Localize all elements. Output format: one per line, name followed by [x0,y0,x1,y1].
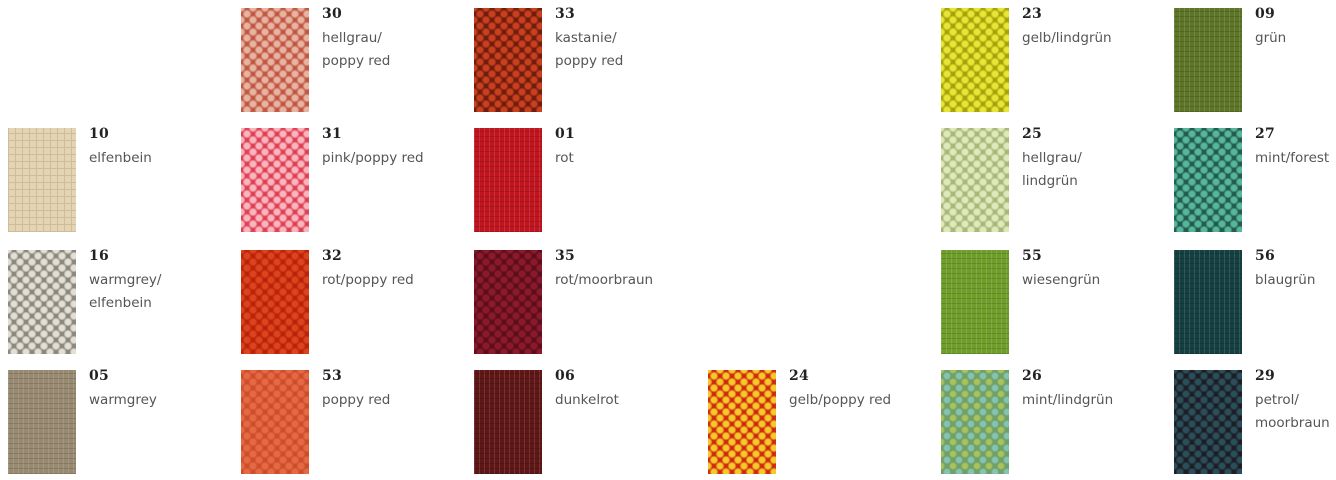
swatch-color-name: rot/moorbraun [555,272,654,288]
swatch-color-name: blaugrün [1255,272,1316,288]
swatch-code: 30 [322,6,343,22]
swatch-item-30[interactable]: 30 hellgrau/ poppy red [241,6,466,118]
swatch-code: 23 [1022,6,1043,22]
swatch-color-name: warmgrey [89,392,157,408]
swatch-item-10[interactable]: 10 elfenbein [8,126,233,238]
swatch-code: 32 [322,248,343,264]
swatch-code: 16 [89,248,110,264]
fabric-swatch-image[interactable] [941,8,1009,112]
swatch-color-name: poppy red [322,392,391,408]
swatch-color-name: pink/poppy red [322,150,424,166]
swatch-item-31[interactable]: 31 pink/poppy red [241,126,466,238]
swatch-code: 25 [1022,126,1043,142]
swatch-color-name: gelb/poppy red [789,392,892,408]
swatch-color-name: hellgrau/ lindgrün [1022,150,1082,189]
fabric-swatch-image[interactable] [474,370,542,474]
swatch-code: 27 [1255,126,1276,142]
swatch-item-26[interactable]: 26 mint/lindgrün [941,368,1166,480]
swatch-item-56[interactable]: 56 blaugrün [1174,248,1336,360]
swatch-color-name: mint/forest [1255,150,1330,166]
swatch-color-name: rot/poppy red [322,272,414,288]
swatch-color-name: wiesengrün [1022,272,1101,288]
swatch-code: 06 [555,368,576,384]
swatch-color-name: dunkelrot [555,392,619,408]
swatch-color-name: hellgrau/ poppy red [322,30,391,69]
fabric-swatch-image[interactable] [474,250,542,354]
fabric-swatch-image[interactable] [474,8,542,112]
swatch-code: 24 [789,368,810,384]
fabric-swatch-image[interactable] [474,128,542,232]
fabric-swatch-image[interactable] [8,128,76,232]
swatch-color-name: gelb/lindgrün [1022,30,1112,46]
swatch-color-name: kastanie/ poppy red [555,30,624,69]
swatch-item-06[interactable]: 06 dunkelrot [474,368,699,480]
fabric-swatch-image[interactable] [8,370,76,474]
swatch-item-24[interactable]: 24 gelb/poppy red [708,368,933,480]
swatch-item-16[interactable]: 16 warmgrey/ elfenbein [8,248,233,360]
swatch-code: 09 [1255,6,1276,22]
swatch-code: 35 [555,248,576,264]
swatch-color-name: rot [555,150,574,166]
swatch-color-name: petrol/ moorbraun [1255,392,1330,431]
fabric-swatch-image[interactable] [941,250,1009,354]
fabric-swatch-image[interactable] [941,128,1009,232]
swatch-item-33[interactable]: 33 kastanie/ poppy red [474,6,699,118]
swatch-code: 29 [1255,368,1276,384]
fabric-swatch-image[interactable] [241,370,309,474]
fabric-swatch-image[interactable] [941,370,1009,474]
fabric-swatch-image[interactable] [241,250,309,354]
fabric-swatch-image[interactable] [708,370,776,474]
fabric-swatch-image[interactable] [1174,250,1242,354]
swatch-item-27[interactable]: 27 mint/forest [1174,126,1336,238]
fabric-swatch-image[interactable] [1174,370,1242,474]
swatch-item-09[interactable]: 09 grün [1174,6,1336,118]
fabric-swatch-image[interactable] [8,250,76,354]
swatch-code: 55 [1022,248,1043,264]
fabric-swatch-image[interactable] [1174,8,1242,112]
swatch-code: 56 [1255,248,1276,264]
swatch-code: 10 [89,126,110,142]
swatch-code: 31 [322,126,343,142]
swatch-code: 26 [1022,368,1043,384]
fabric-swatch-image[interactable] [241,128,309,232]
fabric-swatch-image[interactable] [1174,128,1242,232]
swatch-item-32[interactable]: 32 rot/poppy red [241,248,466,360]
swatch-item-01[interactable]: 01 rot [474,126,699,238]
swatch-item-55[interactable]: 55 wiesengrün [941,248,1166,360]
swatch-item-53[interactable]: 53 poppy red [241,368,466,480]
swatch-item-25[interactable]: 25 hellgrau/ lindgrün [941,126,1166,238]
swatch-color-name: warmgrey/ elfenbein [89,272,162,311]
swatch-item-29[interactable]: 29 petrol/ moorbraun [1174,368,1336,480]
swatch-item-05[interactable]: 05 warmgrey [8,368,233,480]
swatch-color-name: elfenbein [89,150,152,166]
fabric-swatch-image[interactable] [241,8,309,112]
swatch-code: 53 [322,368,343,384]
swatch-color-name: grün [1255,30,1287,46]
swatch-item-23[interactable]: 23 gelb/lindgrün [941,6,1166,118]
swatch-code: 05 [89,368,110,384]
swatch-code: 33 [555,6,576,22]
swatch-color-name: mint/lindgrün [1022,392,1114,408]
swatch-item-35[interactable]: 35 rot/moorbraun [474,248,699,360]
swatch-code: 01 [555,126,576,142]
